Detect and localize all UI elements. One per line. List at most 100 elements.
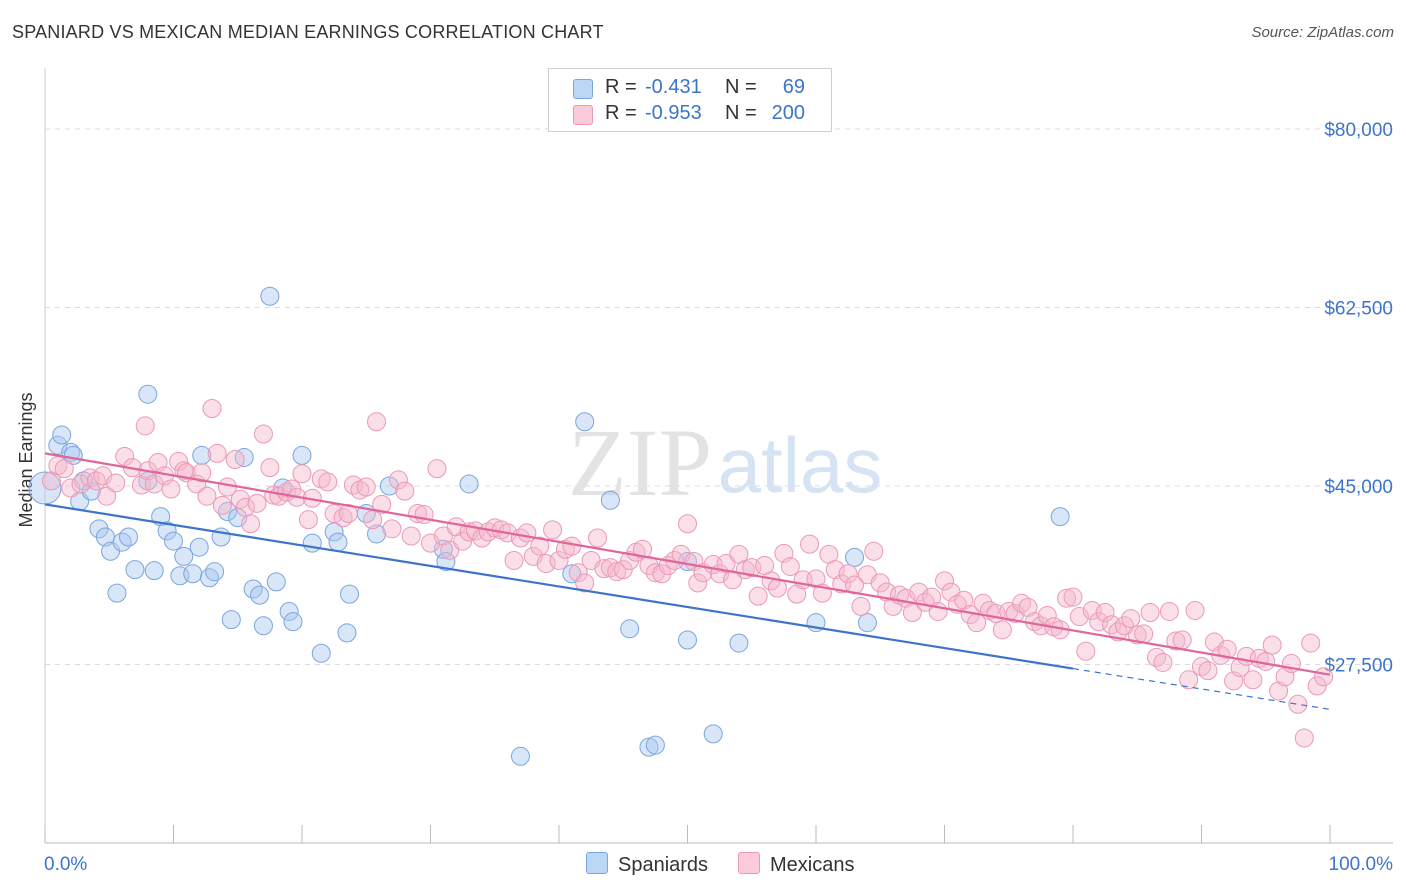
mexican-point — [427, 459, 447, 479]
spaniard-point — [600, 490, 620, 510]
spaniard-point — [328, 532, 348, 552]
mexican-point — [388, 470, 408, 490]
spaniard-point — [253, 616, 273, 636]
spaniard-point — [292, 445, 312, 465]
mexican-point — [1172, 630, 1192, 650]
spaniard-point — [221, 610, 241, 630]
spaniard-point — [28, 471, 62, 505]
watermark-atlas: atlas — [718, 421, 883, 509]
mexican-point — [1057, 588, 1077, 608]
spaniard-point — [112, 532, 132, 552]
mexican-point — [716, 554, 736, 574]
mexican-point — [549, 550, 569, 570]
mexican-point — [1037, 606, 1057, 626]
spaniard-point — [101, 541, 121, 561]
legend-n-label: N = — [725, 76, 757, 98]
spaniard-point — [459, 474, 479, 494]
mexican-point — [1314, 667, 1334, 687]
mexican-point — [372, 494, 392, 514]
spaniard-point — [205, 562, 225, 582]
mexican-point — [1140, 602, 1160, 622]
mexican-point — [530, 536, 550, 556]
mexican-point — [1005, 604, 1025, 623]
mexican-point — [1127, 625, 1147, 645]
mexican-point — [1198, 661, 1218, 681]
mexican-point — [1301, 633, 1321, 653]
mexican-point — [401, 526, 421, 546]
spaniard-point — [436, 551, 456, 571]
mexican-point — [318, 472, 338, 492]
mexican-point — [780, 557, 800, 577]
spaniards-legend-label: Spaniards — [618, 854, 709, 876]
mexican-point — [1243, 670, 1263, 690]
y-axis-label: Median Earnings — [16, 392, 36, 527]
legend-r-label: R = — [605, 102, 637, 124]
mexican-point — [543, 520, 563, 540]
mexican-point — [453, 531, 473, 551]
mexican-point — [1262, 635, 1282, 655]
spaniard-point — [279, 601, 299, 621]
mexican-point — [1294, 728, 1314, 748]
mexican-point — [97, 486, 117, 506]
mexican-point — [1217, 639, 1237, 659]
mexican-point — [225, 449, 245, 469]
mexican-point — [613, 560, 633, 580]
spaniard-point — [183, 564, 203, 584]
mexican-point — [517, 523, 537, 543]
spaniard-point — [217, 502, 237, 521]
mexican-point — [1179, 670, 1199, 690]
spaniard-point — [138, 384, 158, 404]
mexican-point — [825, 560, 845, 580]
mexican-point — [169, 452, 189, 472]
legend-item-spaniards[interactable]: Spaniards — [586, 852, 708, 876]
mexican-point — [1269, 681, 1289, 701]
x-tick-label: 0.0% — [44, 854, 87, 875]
mexican-point — [192, 463, 212, 483]
mexicans-swatch — [573, 105, 593, 125]
mexican-point — [575, 573, 595, 593]
mexican-point — [260, 458, 280, 478]
mexican-point — [202, 398, 222, 418]
spaniard-point — [260, 286, 280, 306]
mexican-point — [748, 586, 768, 606]
mexican-point — [1018, 597, 1038, 617]
spaniard-point — [510, 746, 530, 766]
spaniard-point — [192, 445, 212, 465]
mexican-point — [973, 593, 993, 613]
mexican-point — [1134, 624, 1154, 644]
mexican-point — [61, 478, 81, 498]
mexican-point — [1095, 602, 1115, 622]
spaniard-point — [144, 561, 164, 581]
mexicans-legend-label: Mexicans — [770, 854, 855, 876]
legend-item-mexicans[interactable]: Mexicans — [738, 852, 854, 876]
mexican-point — [324, 504, 344, 524]
mexican-point — [1114, 616, 1134, 636]
mexican-point — [838, 564, 858, 584]
mexican-point — [367, 412, 387, 432]
mexican-point — [54, 459, 74, 479]
mexican-point — [161, 479, 181, 499]
mexican-point — [864, 541, 884, 561]
mexican-point — [1121, 609, 1141, 629]
spaniards-swatch — [573, 79, 593, 99]
spaniard-point — [107, 583, 127, 603]
mexican-point — [440, 540, 460, 560]
correlation-legend: R = -0.431 N = 69 R = -0.953 N = 200 — [548, 68, 832, 132]
spaniard-point — [189, 537, 209, 557]
mexican-point — [197, 486, 217, 506]
mexican-point — [787, 584, 807, 604]
spaniards-trend-line — [44, 503, 1074, 670]
spaniards-legend-swatch — [586, 852, 608, 874]
y-tick-label: $80,000 — [1324, 120, 1393, 141]
mexicans-trend-line — [44, 452, 1331, 676]
mexican-point — [935, 571, 954, 591]
spaniard-point — [164, 531, 183, 551]
y-tick-label: $45,000 — [1324, 477, 1393, 498]
spaniard-point — [433, 539, 453, 559]
y-tick-label: $27,500 — [1324, 656, 1393, 677]
legend-row-mexicans: R = -0.953 N = 200 — [549, 101, 829, 129]
spaniard-point — [575, 412, 595, 432]
spaniard-point — [367, 524, 387, 544]
mexican-point — [594, 559, 614, 579]
x-tick-label: 100.0% — [1329, 854, 1394, 875]
